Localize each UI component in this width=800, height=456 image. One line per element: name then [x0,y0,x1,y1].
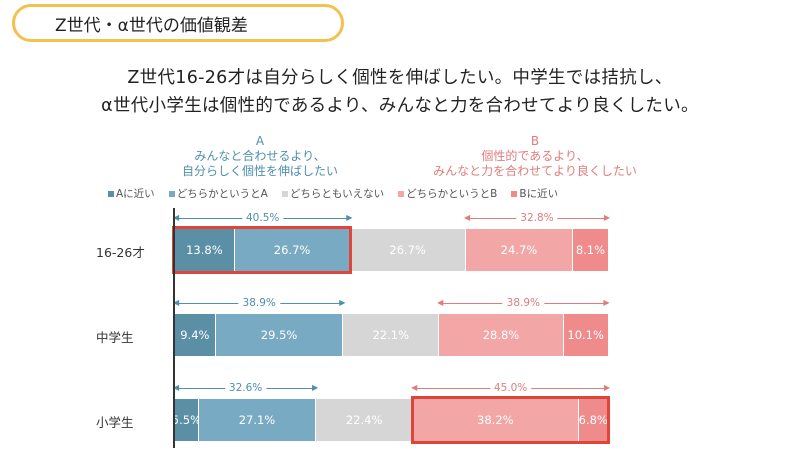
bar-segment: 22.1% [343,314,440,356]
bar-row: 9.4% 29.5% 22.1% 28.8% 10.1% [175,314,608,356]
bracket-b-total: ◀ ▶ 38.9% [437,296,610,310]
bracket-total-label: 38.9% [238,296,280,310]
legend-item: どちらかというとA [168,186,268,201]
row-label: 16-26才 [96,245,145,260]
headline-line-2: α世代小学生は個性的であるより、みんなと力を合わせてより良くしたい。 [101,96,699,116]
bar-segment: 8.1% [572,229,608,271]
option-b-caption: B 個性的であるより、 みんなと力を合わせてより良くしたい [420,134,650,179]
legend-item: Bに近い [511,186,558,201]
option-a-letter: A [255,134,265,148]
bracket-total-label: 32.6% [224,381,267,395]
legend-swatch [108,190,114,197]
bracket-b-total: ◀ ▶ 45.0% [411,381,610,395]
option-b-line-1: 個性的であるより、 [481,149,589,163]
chart-axis [173,208,175,448]
highlight-box [411,396,610,444]
section-tag-label: Z世代・α世代の価値観差 [55,15,248,36]
arrow-left-icon: ◀ [173,298,180,307]
headline-line-1: Z世代16-26才は自分らしく個性を伸ばしたい。中学生では拮抗し、 [127,68,673,88]
arrow-left-icon: ◀ [463,213,471,222]
bar-segment: 29.5% [215,314,344,356]
arrow-left-icon: ◀ [411,383,418,392]
legend-label: どちらともいえない [289,188,385,200]
legend-item: どちらともいえない [281,186,385,201]
option-a-line-1: みんなと合わせるより、 [194,149,326,163]
bar-segment: 22.4% [316,399,414,441]
section-tag: Z世代・α世代の価値観差 [12,4,344,42]
legend-label: Bに近い [519,188,559,200]
highlight-box [172,226,353,274]
option-a-line-2: 自分らしく個性を伸ばしたい [181,164,338,178]
bar-segment: 10.1% [563,314,608,356]
bracket-a-total: ◀ ▶ 38.9% [173,296,346,310]
bracket-b-total: ◀ ▶ 32.8% [463,211,610,225]
bracket-total-label: 40.5% [241,211,284,225]
arrow-right-icon: ▶ [346,213,353,222]
bracket-total-label: 32.8% [516,211,558,225]
row-label: 小学生 [96,415,134,430]
row-label: 中学生 [96,330,134,345]
bar-segment: 38.2% [413,399,579,441]
legend-swatch [281,190,288,197]
arrow-right-icon: ▶ [339,298,346,307]
bar-segment: 27.1% [198,399,317,441]
legend-label: どちらかというとA [176,188,268,200]
option-b-line-2: みんなと力を合わせてより良くしたい [433,164,637,178]
arrow-right-icon: ▶ [603,298,610,307]
legend-swatch [168,190,175,197]
bar-segment: 5.5% [172,399,201,441]
bar-row: 5.5% 27.1% 22.4% 38.2% 6.8% [172,399,608,441]
chart-legend: Aに近い どちらかというとA どちらともいえない どちらかというとB Bに近い [108,186,558,201]
bar-segment: 26.7% [350,229,466,271]
arrow-left-icon: ◀ [173,383,180,392]
bracket-a-total: ◀ ▶ 32.6% [173,381,319,395]
legend-label: Aに近い [116,188,155,200]
arrow-left-icon: ◀ [173,213,180,222]
bar-segment: 28.8% [439,314,564,356]
bar-segment: 9.4% [175,314,216,356]
bracket-a-total: ◀ ▶ 40.5% [173,211,353,225]
bar-segment: 13.8% [175,229,235,271]
bracket-total-label: 38.9% [502,296,545,310]
arrow-right-icon: ▶ [603,383,610,392]
bar-segment: 26.7% [234,229,351,271]
legend-swatch [398,190,405,197]
arrow-right-icon: ▶ [312,383,319,392]
bar-segment: 24.7% [465,229,573,271]
option-a-caption: A みんなと合わせるより、 自分らしく個性を伸ばしたい [170,134,350,179]
arrow-left-icon: ◀ [437,298,444,307]
bracket-total-label: 45.0% [489,381,532,395]
arrow-right-icon: ▶ [603,213,610,222]
legend-swatch [511,190,518,197]
option-b-letter: B [530,134,540,148]
bar-row: 13.8% 26.7% 26.7% 24.7% 8.1% [175,229,608,271]
bar-segment: 6.8% [578,399,608,441]
legend-item: どちらかというとB [398,186,497,201]
legend-item: Aに近い [108,186,155,201]
legend-label: どちらかというとB [406,188,498,200]
